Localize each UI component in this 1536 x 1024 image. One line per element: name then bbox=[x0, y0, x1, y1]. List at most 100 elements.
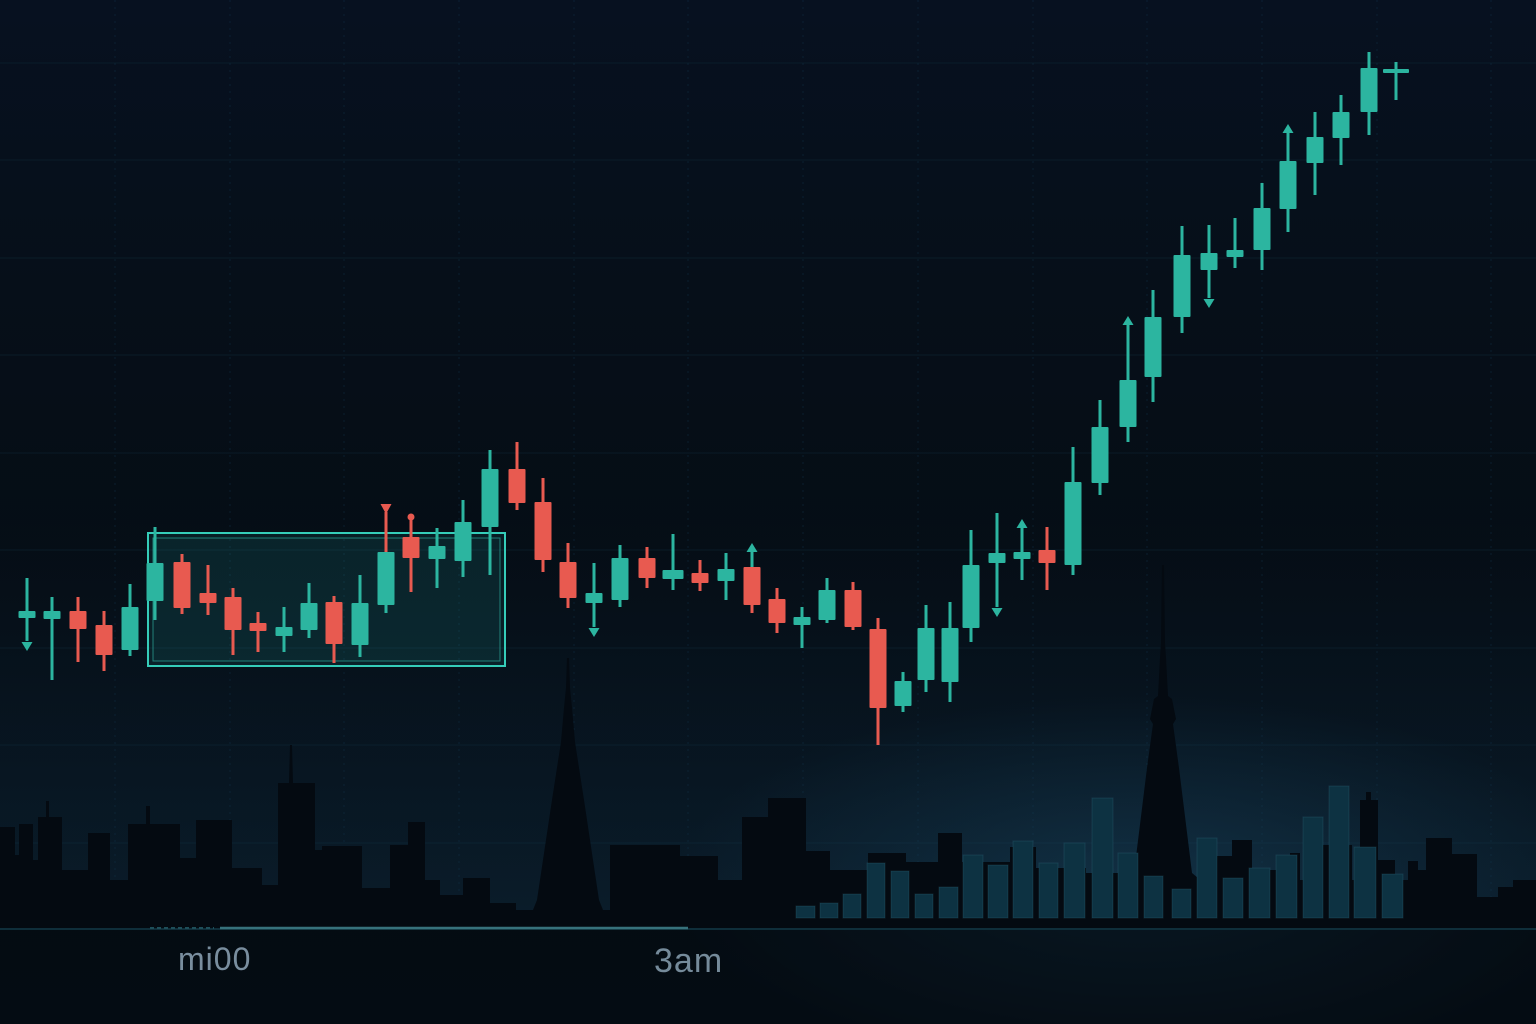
candle-down bbox=[844, 582, 862, 630]
candle-up bbox=[1360, 52, 1378, 135]
candle-up bbox=[377, 504, 395, 613]
candle-body bbox=[894, 681, 912, 706]
candle-down bbox=[249, 612, 267, 652]
candle-body bbox=[377, 552, 395, 605]
candle-body bbox=[1253, 208, 1271, 250]
up-arrow bbox=[1016, 519, 1028, 528]
candle-up bbox=[611, 545, 629, 607]
candle-body bbox=[43, 611, 61, 619]
candle-body bbox=[1064, 482, 1082, 565]
candle-up bbox=[1064, 447, 1082, 575]
candle-body bbox=[869, 629, 887, 708]
candle-up bbox=[1119, 316, 1137, 442]
wick-tip-dot bbox=[407, 513, 415, 521]
candle-down bbox=[224, 588, 242, 655]
x-axis-label-mid: 3am bbox=[654, 942, 724, 980]
up-arrow bbox=[1282, 124, 1294, 133]
candle-body bbox=[534, 502, 552, 560]
candle-body bbox=[691, 573, 709, 583]
candle-up bbox=[351, 575, 369, 657]
candle-down bbox=[69, 597, 87, 662]
candle-up bbox=[43, 597, 61, 680]
candle-up bbox=[1383, 62, 1409, 100]
candle-down bbox=[691, 560, 709, 591]
candle-body bbox=[1038, 550, 1056, 563]
candle-body bbox=[173, 562, 191, 608]
candle-body bbox=[428, 546, 446, 559]
candle-body bbox=[95, 625, 113, 655]
candle-up bbox=[894, 672, 912, 712]
candle-body bbox=[1173, 255, 1191, 317]
candle-body bbox=[1200, 253, 1218, 270]
up-arrow bbox=[1122, 316, 1134, 325]
candle-up bbox=[962, 530, 980, 642]
candle-body bbox=[818, 590, 836, 620]
candle-body bbox=[481, 469, 499, 527]
candle-up bbox=[793, 607, 811, 648]
candle-up bbox=[1013, 519, 1031, 580]
candle-up bbox=[1200, 225, 1218, 308]
candle-down bbox=[638, 547, 656, 588]
candle-body bbox=[402, 537, 420, 558]
candle-body bbox=[275, 627, 293, 636]
candle-up bbox=[1306, 112, 1324, 195]
candle-body bbox=[1360, 68, 1378, 112]
candle-body bbox=[1013, 552, 1031, 559]
candle-up bbox=[1279, 124, 1297, 232]
candle-body bbox=[1332, 112, 1350, 138]
candle-up bbox=[585, 563, 603, 637]
candle-body bbox=[224, 597, 242, 630]
volume-bar bbox=[866, 862, 886, 919]
volume-bars bbox=[795, 785, 1404, 919]
candle-body bbox=[585, 593, 603, 603]
candle-body bbox=[1226, 250, 1244, 257]
candle-down bbox=[1038, 527, 1056, 590]
volume-bar bbox=[1063, 842, 1086, 919]
candle-body bbox=[1306, 137, 1324, 163]
candle-up bbox=[121, 584, 139, 656]
candle-body bbox=[717, 569, 735, 581]
volume-bar bbox=[914, 893, 934, 919]
candle-up bbox=[988, 513, 1006, 617]
volume-bar bbox=[1038, 862, 1059, 919]
candle-body bbox=[793, 617, 811, 625]
candle-down bbox=[199, 565, 217, 615]
candle-down bbox=[173, 554, 191, 614]
candle-down bbox=[325, 596, 343, 663]
candle-body bbox=[351, 603, 369, 645]
candle-down bbox=[768, 588, 786, 633]
up-arrow bbox=[746, 543, 758, 552]
candle-body bbox=[69, 611, 87, 629]
candle-up bbox=[1253, 183, 1271, 270]
candle-body bbox=[1119, 380, 1137, 427]
candle-down bbox=[743, 543, 761, 613]
candle-body bbox=[199, 593, 217, 603]
candle-up bbox=[18, 578, 36, 651]
candle-up bbox=[818, 578, 836, 623]
volume-bar bbox=[987, 864, 1009, 919]
candle-body bbox=[662, 570, 684, 579]
candle-body bbox=[611, 558, 629, 600]
candle-body bbox=[1144, 317, 1162, 377]
candle-up bbox=[275, 607, 293, 652]
volume-bar bbox=[890, 870, 910, 919]
candle-body bbox=[917, 628, 935, 680]
candle-body bbox=[638, 558, 656, 578]
candle-body bbox=[962, 565, 980, 628]
volume-bar bbox=[1012, 840, 1034, 919]
candle-up bbox=[662, 534, 684, 590]
candle-down bbox=[95, 611, 113, 671]
candle-body bbox=[743, 567, 761, 605]
candle-body bbox=[1091, 427, 1109, 483]
candle-up bbox=[1226, 218, 1244, 268]
candle-down bbox=[508, 442, 526, 510]
candles bbox=[18, 52, 1409, 745]
candle-up bbox=[1332, 95, 1350, 165]
volume-bar bbox=[1171, 888, 1192, 919]
volume-bar bbox=[819, 902, 839, 919]
down-arrow bbox=[991, 608, 1003, 617]
down-arrow bbox=[21, 642, 33, 651]
candle-body bbox=[121, 607, 139, 650]
candle-body bbox=[249, 623, 267, 631]
